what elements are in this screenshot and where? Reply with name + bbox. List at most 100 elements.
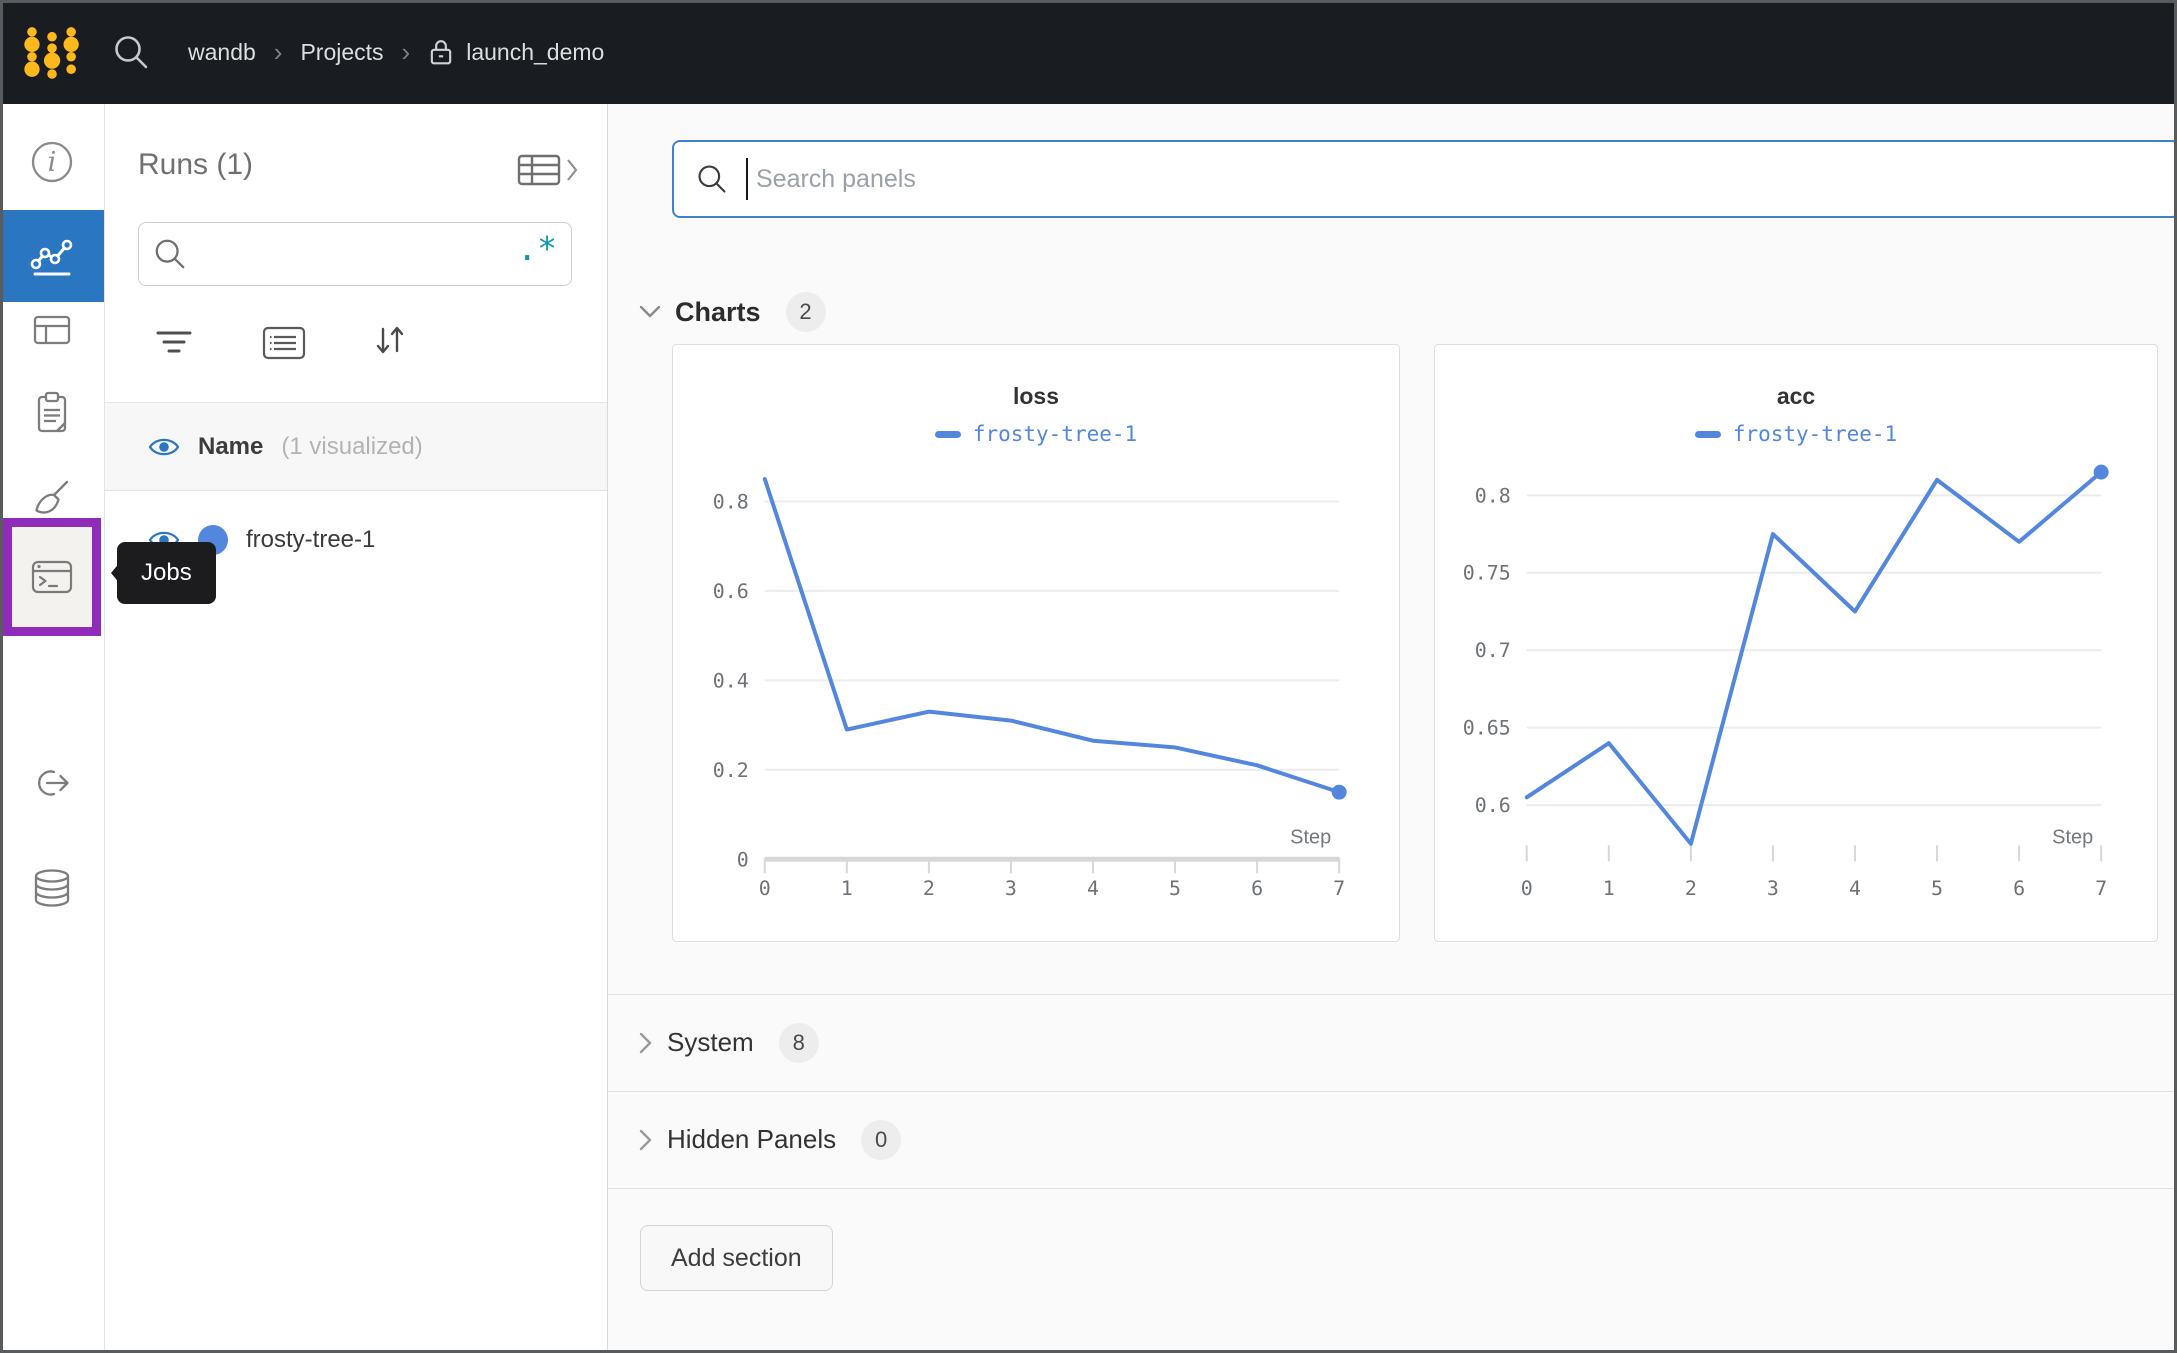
jobs-tooltip: Jobs xyxy=(111,542,216,604)
svg-text:6: 6 xyxy=(1251,877,1263,900)
charts-count-badge: 2 xyxy=(785,292,826,332)
regex-toggle-icon[interactable]: .* xyxy=(517,229,557,269)
line-chart-icon xyxy=(30,239,73,276)
search-icon xyxy=(155,239,185,269)
sort-runs-button[interactable] xyxy=(370,320,410,360)
svg-text:3: 3 xyxy=(1767,877,1779,900)
system-section-header[interactable]: System 8 xyxy=(638,994,819,1091)
jobs-tooltip-label: Jobs xyxy=(141,559,192,586)
legend-run-name[interactable]: frosty-tree-1 xyxy=(972,422,1138,446)
svg-text:0.7: 0.7 xyxy=(1475,639,1511,662)
nav-sweeps-item[interactable] xyxy=(0,451,104,543)
nav-automations-item[interactable] xyxy=(0,736,104,828)
nav-artifacts-item[interactable] xyxy=(0,842,104,934)
runs-sidebar-panel: Runs (1) .* xyxy=(104,104,608,1353)
svg-text:5: 5 xyxy=(1169,877,1181,900)
wandb-logo-icon[interactable] xyxy=(10,9,96,95)
filter-runs-button[interactable] xyxy=(154,326,194,358)
panel-search-input[interactable] xyxy=(754,163,2177,195)
sort-arrows-icon xyxy=(376,326,404,354)
chart-title: loss xyxy=(1012,383,1060,409)
charts-section-header[interactable]: Charts 2 xyxy=(638,290,826,334)
svg-text:4: 4 xyxy=(1087,877,1099,900)
loss-chart-plot: 0 0.2 0.4 0.6 0.8 0 1 2 3 4 5 6 7 Step xyxy=(713,477,1347,900)
nav-overview-item[interactable]: i xyxy=(0,116,104,208)
runs-search-input[interactable] xyxy=(199,239,518,269)
svg-text:5: 5 xyxy=(1931,877,1943,900)
svg-text:0: 0 xyxy=(737,848,749,871)
svg-text:0.6: 0.6 xyxy=(713,580,749,603)
svg-text:0.2: 0.2 xyxy=(713,759,749,782)
global-search-icon[interactable] xyxy=(112,33,150,71)
acc-chart-panel[interactable]: acc frosty-tree-1 0.6 0.65 0.7 0.75 0.8 0 1 2 3 4… xyxy=(1434,344,2158,942)
section-divider xyxy=(608,1091,2177,1092)
hidden-panels-count-badge: 0 xyxy=(861,1119,902,1160)
breadcrumb-entity[interactable]: wandb xyxy=(188,38,256,65)
svg-text:2: 2 xyxy=(1685,877,1697,900)
runs-visualized-count: (1 visualized) xyxy=(281,432,423,460)
info-icon: i xyxy=(31,141,73,183)
expand-runs-table-button[interactable] xyxy=(517,150,581,190)
svg-text:6: 6 xyxy=(2013,877,2025,900)
jobs-highlight-box[interactable] xyxy=(3,518,101,636)
runs-panel-title: Runs (1) xyxy=(138,148,254,181)
broom-icon xyxy=(35,480,69,514)
svg-text:1: 1 xyxy=(841,877,853,900)
system-count-badge: 8 xyxy=(778,1022,819,1063)
hidden-panels-section-header[interactable]: Hidden Panels 0 xyxy=(638,1091,902,1188)
workspace-main: Charts 2 loss frosty-tree-1 0 0.2 0.4 0.6 0.… xyxy=(608,104,2177,1353)
svg-text:0.8: 0.8 xyxy=(1475,484,1511,507)
svg-text:4: 4 xyxy=(1849,877,1861,900)
svg-text:0: 0 xyxy=(1521,877,1533,900)
filter-icon xyxy=(156,331,192,353)
clipboard-icon xyxy=(37,391,67,433)
legend-color-dash xyxy=(934,430,961,438)
section-divider xyxy=(608,994,2177,995)
breadcrumb-project-name[interactable]: launch_demo xyxy=(466,38,605,65)
table-icon xyxy=(33,315,71,345)
svg-text:i: i xyxy=(48,147,57,178)
chevron-down-icon xyxy=(639,305,661,318)
nav-logs-item[interactable] xyxy=(0,366,104,458)
svg-text:Step: Step xyxy=(1290,826,1331,848)
run-name[interactable]: frosty-tree-1 xyxy=(246,526,376,553)
lock-icon xyxy=(428,38,454,66)
charts-section-label: Charts xyxy=(675,296,761,327)
svg-text:0.6: 0.6 xyxy=(1475,794,1511,817)
legend-run-name[interactable]: frosty-tree-1 xyxy=(1732,422,1898,446)
breadcrumb-separator: › xyxy=(401,37,411,67)
svg-text:3: 3 xyxy=(1005,877,1017,900)
runs-list-header[interactable]: Name (1 visualized) xyxy=(104,403,607,491)
link-arrow-icon xyxy=(38,770,69,796)
svg-text:1: 1 xyxy=(1603,877,1615,900)
svg-text:7: 7 xyxy=(2095,877,2107,900)
search-icon xyxy=(698,165,726,193)
breadcrumb-projects[interactable]: Projects xyxy=(300,38,384,65)
runs-panel-divider xyxy=(104,402,607,403)
runs-search-box: .* xyxy=(138,222,572,286)
group-runs-button[interactable] xyxy=(262,326,306,360)
loss-chart-panel[interactable]: loss frosty-tree-1 0 0.2 0.4 0.6 0.8 0 1 2 3 4 5 6 7… xyxy=(672,344,1400,942)
database-icon xyxy=(34,869,70,907)
svg-text:Step: Step xyxy=(2052,826,2093,848)
chart-legend: frosty-tree-1 xyxy=(1435,422,2157,446)
legend-color-dash xyxy=(1694,430,1721,438)
hidden-panels-section-label: Hidden Panels xyxy=(667,1124,837,1154)
svg-text:2: 2 xyxy=(923,877,935,900)
svg-text:0: 0 xyxy=(759,877,771,900)
svg-text:0.8: 0.8 xyxy=(713,490,749,513)
svg-text:0.4: 0.4 xyxy=(713,669,749,692)
terminal-jobs-icon xyxy=(31,560,73,594)
runs-header-name: Name xyxy=(198,432,264,460)
chart-title: acc xyxy=(1776,383,1816,409)
svg-text:7: 7 xyxy=(1333,877,1345,900)
breadcrumb-separator: › xyxy=(273,37,283,67)
nav-workspace-item[interactable] xyxy=(0,210,104,302)
nav-runs-table-item[interactable] xyxy=(0,284,104,376)
section-divider xyxy=(608,1188,2177,1189)
chevron-right-icon xyxy=(639,1129,652,1150)
add-section-button[interactable]: Add section xyxy=(640,1225,833,1291)
chevron-right-icon xyxy=(639,1032,652,1053)
svg-text:0.65: 0.65 xyxy=(1463,717,1511,740)
eye-icon[interactable] xyxy=(148,435,180,459)
